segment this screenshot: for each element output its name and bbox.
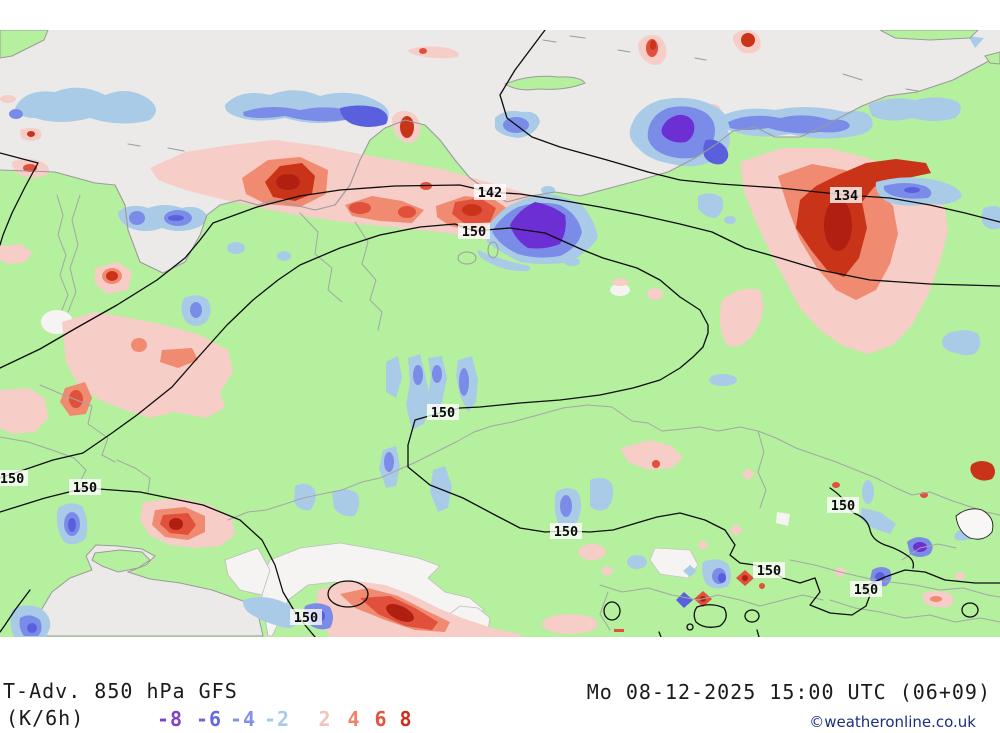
legend-value: 4 [347,707,360,731]
contour-label: 150 [431,405,455,421]
contour-label: 150 [831,498,855,514]
contour-label: 150 [757,563,781,579]
legend-value: -4 [230,707,256,731]
footer: T-Adv. 850 hPa GFS (K/6h) -8 -6 -4 -2 2 … [3,679,991,731]
legend: -8 -6 -4 -2 2 4 6 8 [157,707,412,731]
contour-label: 150 [0,471,24,487]
timestamp: Mo 08-12-2025 15:00 UTC (06+09) [587,680,991,704]
country-borders [0,194,1000,631]
contour-label: 150 [854,582,878,598]
cold-advection-shading [9,36,1000,637]
copyright: ©weatheronline.co.uk [809,713,976,731]
coastlines [0,30,1000,274]
legend-value: 2 [318,707,331,731]
legend-value: -8 [157,707,183,731]
legend-value: 6 [374,707,387,731]
contour-labels: 142 150 134 150 150 150 150 150 150 150 150 [0,184,882,626]
contour-label: 150 [462,224,486,240]
map-title: T-Adv. 850 hPa GFS [3,679,238,703]
contour-label: 134 [834,188,858,204]
legend-value: 8 [399,707,412,731]
contour-label: 150 [73,480,97,496]
legend-value: -2 [264,707,290,731]
legend-value: -6 [196,707,222,731]
contour-label: 142 [478,185,502,201]
map-units: (K/6h) [6,706,84,730]
contour-label: 150 [294,610,318,626]
contour-label: 150 [554,524,578,540]
